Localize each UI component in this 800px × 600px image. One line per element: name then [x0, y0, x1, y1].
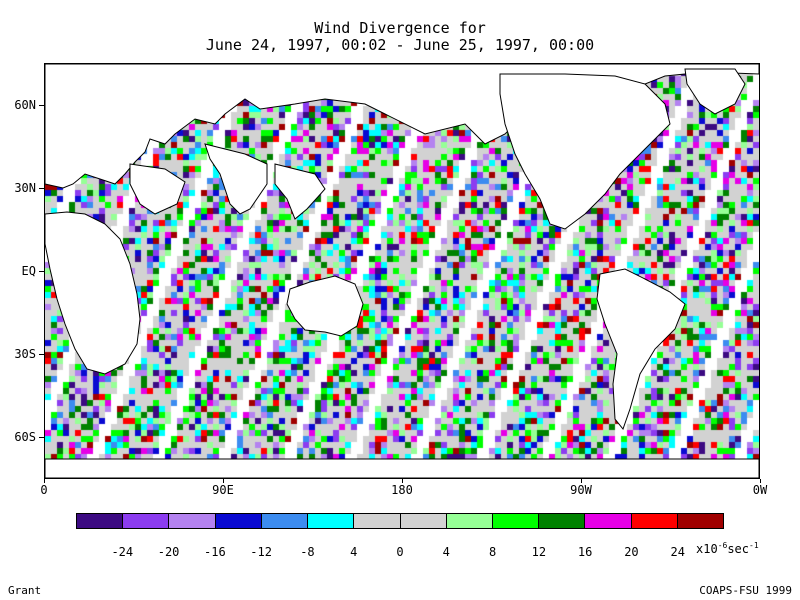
map-title-line1: Wind Divergence for: [314, 19, 486, 37]
color-scale-label: -16: [204, 545, 226, 559]
color-scale-label: -8: [300, 545, 315, 559]
landmass-se-asia: [274, 163, 326, 220]
color-scale-segment: [308, 514, 355, 528]
landmass-antarctica: [45, 458, 759, 478]
latitude-tick: [39, 271, 44, 272]
latitude-label: 30N: [14, 180, 36, 195]
color-scale-segment: [631, 514, 678, 528]
latitude-label: 60S: [14, 430, 36, 445]
longitude-tick: [44, 479, 45, 483]
landmass-greenland: [684, 68, 746, 115]
latitude-tick: [39, 437, 44, 439]
color-scale-segment: [492, 514, 540, 528]
landmass-south-america: [596, 268, 686, 431]
color-scale-segment: [215, 514, 262, 528]
organization-credit: COAPS-FSU 1999: [699, 584, 792, 597]
latitude-tick: [39, 104, 44, 106]
color-scale-label: -24: [111, 545, 134, 559]
color-scale-segment: [261, 514, 309, 528]
color-scale-label: 8: [488, 545, 497, 559]
longitude-label: 0: [40, 483, 48, 497]
color-scale-units: x10-6sec-1: [696, 541, 759, 556]
landmass-australia: [286, 275, 364, 337]
longitude-tick: [402, 479, 403, 483]
color-scale-segment: [539, 514, 586, 528]
longitude-label: 0W: [752, 483, 768, 497]
longitude-tick: [223, 479, 224, 483]
latitude-tick: [39, 354, 44, 356]
longitude-tick: [581, 479, 582, 483]
color-scale-segment: [585, 514, 632, 528]
color-scale-segment: [446, 514, 493, 528]
landmass-arabia: [129, 163, 186, 215]
color-scale-label: 12: [531, 545, 547, 559]
color-scale-segment: [677, 514, 724, 528]
author-credit: Grant: [8, 584, 42, 597]
color-scale-label: 16: [577, 545, 593, 559]
color-scale-segment: [169, 514, 216, 528]
latitude-label: EQ: [21, 264, 36, 278]
color-scale-label: 20: [624, 545, 639, 559]
landmass-africa: [45, 211, 141, 375]
landmass-india: [204, 143, 268, 215]
latitude-tick: [39, 187, 44, 189]
color-scale-label: 4: [442, 545, 450, 559]
latitude-label: 30S: [14, 347, 36, 362]
coastlines: [45, 64, 759, 478]
color-scale-segment: [77, 514, 124, 528]
color-scale-segment: [354, 514, 401, 528]
wind-divergence-map: [44, 63, 760, 479]
longitude-label: 90W: [570, 483, 592, 497]
color-scale-label: 4: [350, 545, 358, 559]
longitude-tick: [760, 479, 761, 483]
color-scale-label: 0: [396, 545, 404, 559]
color-scale-label: -20: [157, 545, 180, 559]
color-scale-label: 24: [670, 545, 685, 559]
color-scale-segment: [400, 514, 447, 528]
latitude-label: 60N: [14, 97, 36, 112]
longitude-label: 90E: [212, 483, 234, 497]
color-scale-bar: [76, 513, 724, 529]
longitude-label: 180: [391, 483, 413, 497]
color-scale-segment: [123, 514, 170, 528]
landmass-north-america: [499, 73, 671, 230]
color-scale-label: -12: [250, 545, 272, 559]
map-title-line2: June 24, 1997, 00:02 - June 25, 1997, 00…: [205, 36, 595, 54]
